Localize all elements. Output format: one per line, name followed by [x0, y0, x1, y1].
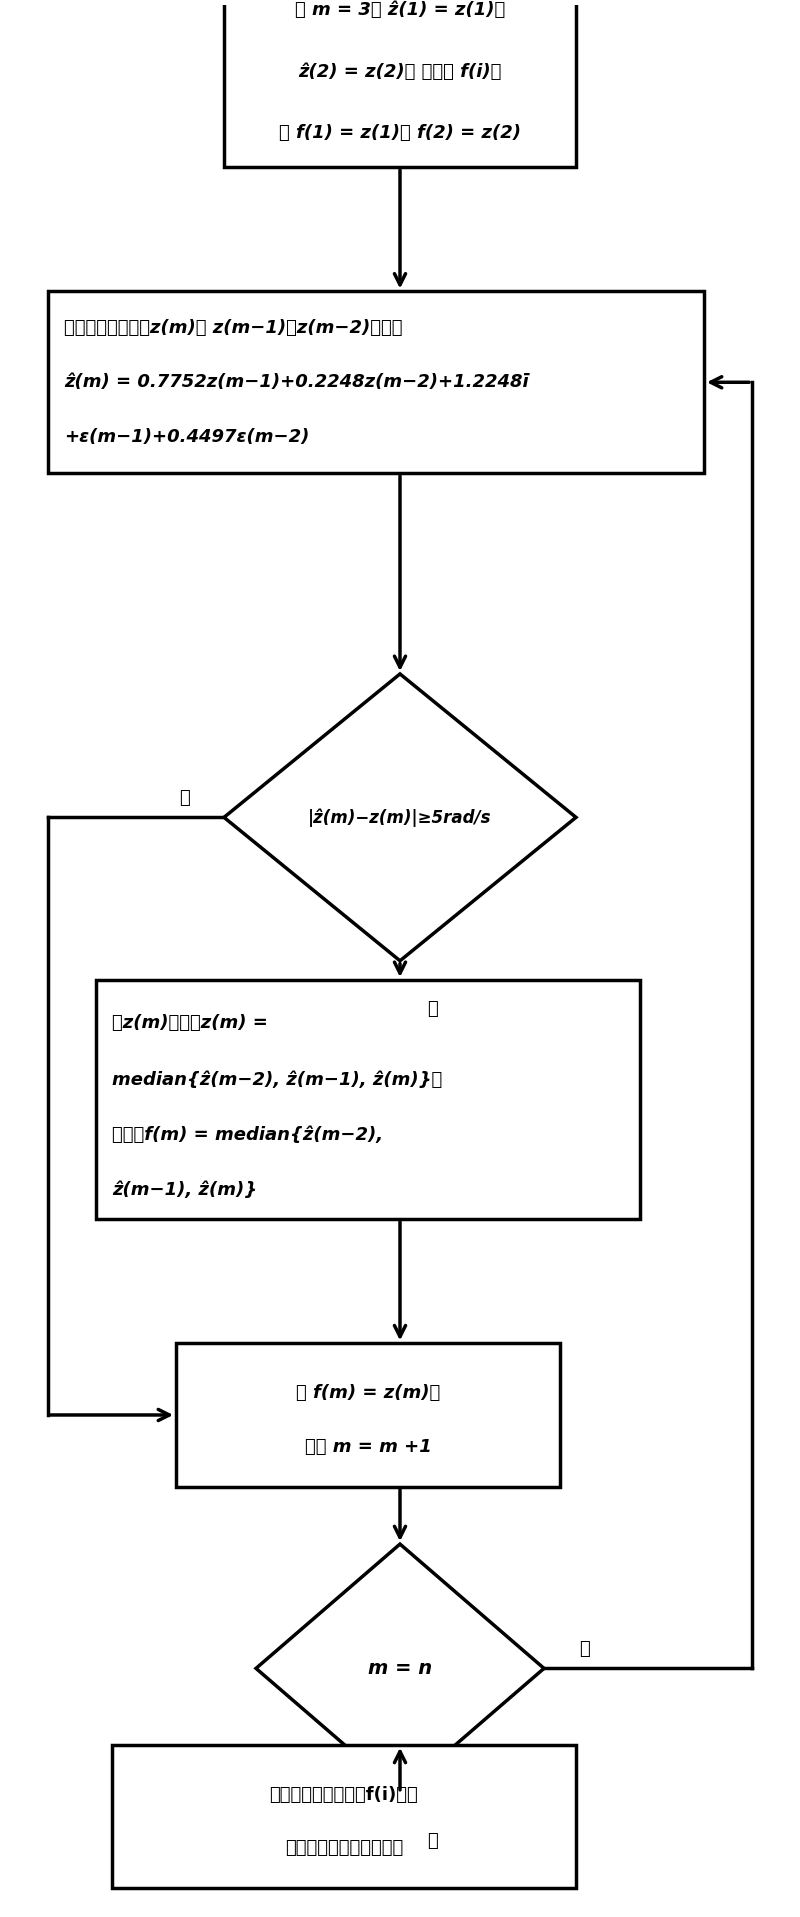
Text: 是: 是 [426, 1831, 438, 1850]
Text: 结束，此时更新后的f(i)就是: 结束，此时更新后的f(i)就是 [270, 1787, 418, 1804]
Text: 令 f(m) = z(m)，: 令 f(m) = z(m)， [296, 1384, 440, 1403]
Text: 修正后的陀螺仪测量数据: 修正后的陀螺仪测量数据 [285, 1838, 403, 1858]
Text: ẑ(2) = z(2)， 并创建 f(i)，: ẑ(2) = z(2)， 并创建 f(i)， [298, 63, 502, 81]
Text: 令 f(1) = z(1)， f(2) = z(2): 令 f(1) = z(1)， f(2) = z(2) [279, 125, 521, 142]
Text: +ε(m−1)+0.4497ε(m−2): +ε(m−1)+0.4497ε(m−2) [64, 427, 310, 447]
Text: 并且令f(m) = median{ẑ(m−2),: 并且令f(m) = median{ẑ(m−2), [112, 1127, 383, 1144]
Text: 令 m = 3， ẑ(1) = z(1)，: 令 m = 3， ẑ(1) = z(1)， [295, 2, 505, 19]
Text: 然后 m = m +1: 然后 m = m +1 [305, 1438, 431, 1455]
FancyBboxPatch shape [112, 1744, 576, 1888]
Text: median{ẑ(m−2), ẑ(m−1), ẑ(m)}，: median{ẑ(m−2), ẑ(m−1), ẑ(m)}， [112, 1072, 442, 1089]
FancyBboxPatch shape [48, 291, 704, 473]
Text: 否: 否 [178, 790, 190, 807]
Text: 将z(m)修正为z(m) =: 将z(m)修正为z(m) = [112, 1014, 268, 1031]
Polygon shape [256, 1543, 544, 1792]
Text: 否: 否 [578, 1641, 590, 1658]
Text: ẑ(m) = 0.7752z(m−1)+0.2248z(m−2)+1.2248ī: ẑ(m) = 0.7752z(m−1)+0.2248z(m−2)+1.2248ī [64, 374, 529, 391]
Text: |ẑ(m)−z(m)|≥5rad/s: |ẑ(m)−z(m)|≥5rad/s [308, 809, 492, 826]
FancyBboxPatch shape [176, 1344, 560, 1488]
Text: ẑ(m−1), ẑ(m)}: ẑ(m−1), ẑ(m)} [112, 1181, 257, 1200]
Text: 从原始数据中取出z(m)， z(m−1)和z(m−2)，得到: 从原始数据中取出z(m)， z(m−1)和z(m−2)，得到 [64, 318, 402, 337]
Text: 是: 是 [426, 999, 438, 1018]
FancyBboxPatch shape [96, 980, 640, 1219]
Polygon shape [224, 675, 576, 960]
FancyBboxPatch shape [224, 0, 576, 167]
Text: m = n: m = n [368, 1658, 432, 1677]
